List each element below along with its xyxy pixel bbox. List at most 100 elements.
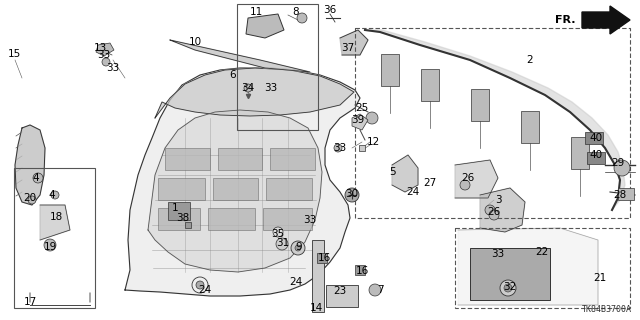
Circle shape [273,227,283,237]
Text: 14: 14 [309,303,323,313]
Text: 33: 33 [264,83,278,93]
Text: 25: 25 [355,103,369,113]
Polygon shape [40,205,70,240]
Text: 26: 26 [488,207,500,217]
Text: 37: 37 [341,43,355,53]
Text: 32: 32 [504,282,516,292]
Circle shape [460,180,470,190]
Polygon shape [15,125,45,205]
Polygon shape [365,30,625,210]
Polygon shape [270,148,315,170]
Text: 40: 40 [589,133,603,143]
Bar [168,202,190,220]
Bar [618,188,634,200]
Text: 23: 23 [333,286,347,296]
Text: 4: 4 [33,173,39,183]
Polygon shape [246,14,284,38]
Polygon shape [458,228,598,305]
Bar [312,240,324,312]
Text: 19: 19 [44,242,56,252]
Circle shape [291,241,305,255]
Text: 4: 4 [49,190,55,200]
Text: 6: 6 [230,70,236,80]
Text: 16: 16 [355,266,369,276]
Polygon shape [155,68,354,118]
Text: 26: 26 [461,173,475,183]
Bar [585,132,603,144]
Polygon shape [218,148,262,170]
Text: FR.: FR. [554,15,575,25]
Circle shape [334,144,342,152]
Text: 16: 16 [317,253,331,263]
Text: 5: 5 [390,167,396,177]
Circle shape [500,280,516,296]
Text: 17: 17 [24,297,36,307]
Text: 22: 22 [536,247,548,257]
Circle shape [44,239,56,251]
FancyBboxPatch shape [471,89,489,121]
Text: 12: 12 [366,137,380,147]
Text: 2: 2 [527,55,533,65]
Text: 33: 33 [106,63,120,73]
Text: 11: 11 [250,7,262,17]
Text: 38: 38 [177,213,189,223]
Bar [14,168,95,308]
Text: 29: 29 [611,158,625,168]
Text: 10: 10 [188,37,202,47]
Text: 21: 21 [593,273,607,283]
Text: 18: 18 [49,212,63,222]
FancyBboxPatch shape [521,111,539,143]
FancyBboxPatch shape [421,69,439,101]
Text: 36: 36 [323,5,337,15]
Text: 7: 7 [377,285,383,295]
Text: 33: 33 [333,143,347,153]
Text: 15: 15 [8,49,20,59]
Polygon shape [266,178,312,200]
Circle shape [489,210,499,220]
Text: 35: 35 [271,229,285,239]
Circle shape [295,245,301,251]
Text: 34: 34 [241,83,255,93]
Bar [355,28,630,218]
Polygon shape [392,155,418,192]
Circle shape [366,112,378,124]
Text: 27: 27 [424,178,436,188]
Circle shape [196,281,204,289]
Polygon shape [352,114,368,130]
Circle shape [33,173,43,183]
Text: 39: 39 [351,115,365,125]
Circle shape [51,191,59,199]
Polygon shape [170,40,310,72]
Polygon shape [455,160,498,198]
Text: 8: 8 [292,7,300,17]
Polygon shape [125,68,360,296]
Polygon shape [148,110,322,272]
FancyBboxPatch shape [381,54,399,86]
Text: 24: 24 [406,187,420,197]
Bar [326,285,358,307]
Text: 1: 1 [172,203,179,213]
Bar [455,228,630,308]
Circle shape [485,205,495,215]
Bar [317,253,327,263]
Circle shape [504,284,512,292]
Text: 33: 33 [97,50,111,60]
Circle shape [276,238,288,250]
Text: TK84B3700A: TK84B3700A [582,305,632,314]
Polygon shape [208,208,255,230]
Text: 33: 33 [492,249,504,259]
Circle shape [244,84,252,92]
Text: 9: 9 [296,242,302,252]
Polygon shape [96,43,114,56]
Circle shape [297,13,307,23]
Bar [237,4,318,130]
Text: 30: 30 [346,189,358,199]
Bar [355,265,365,275]
Polygon shape [165,148,210,170]
Polygon shape [213,178,258,200]
Text: 13: 13 [93,43,107,53]
Polygon shape [480,188,525,232]
Polygon shape [263,208,312,230]
Circle shape [369,284,381,296]
Text: 31: 31 [276,238,290,248]
